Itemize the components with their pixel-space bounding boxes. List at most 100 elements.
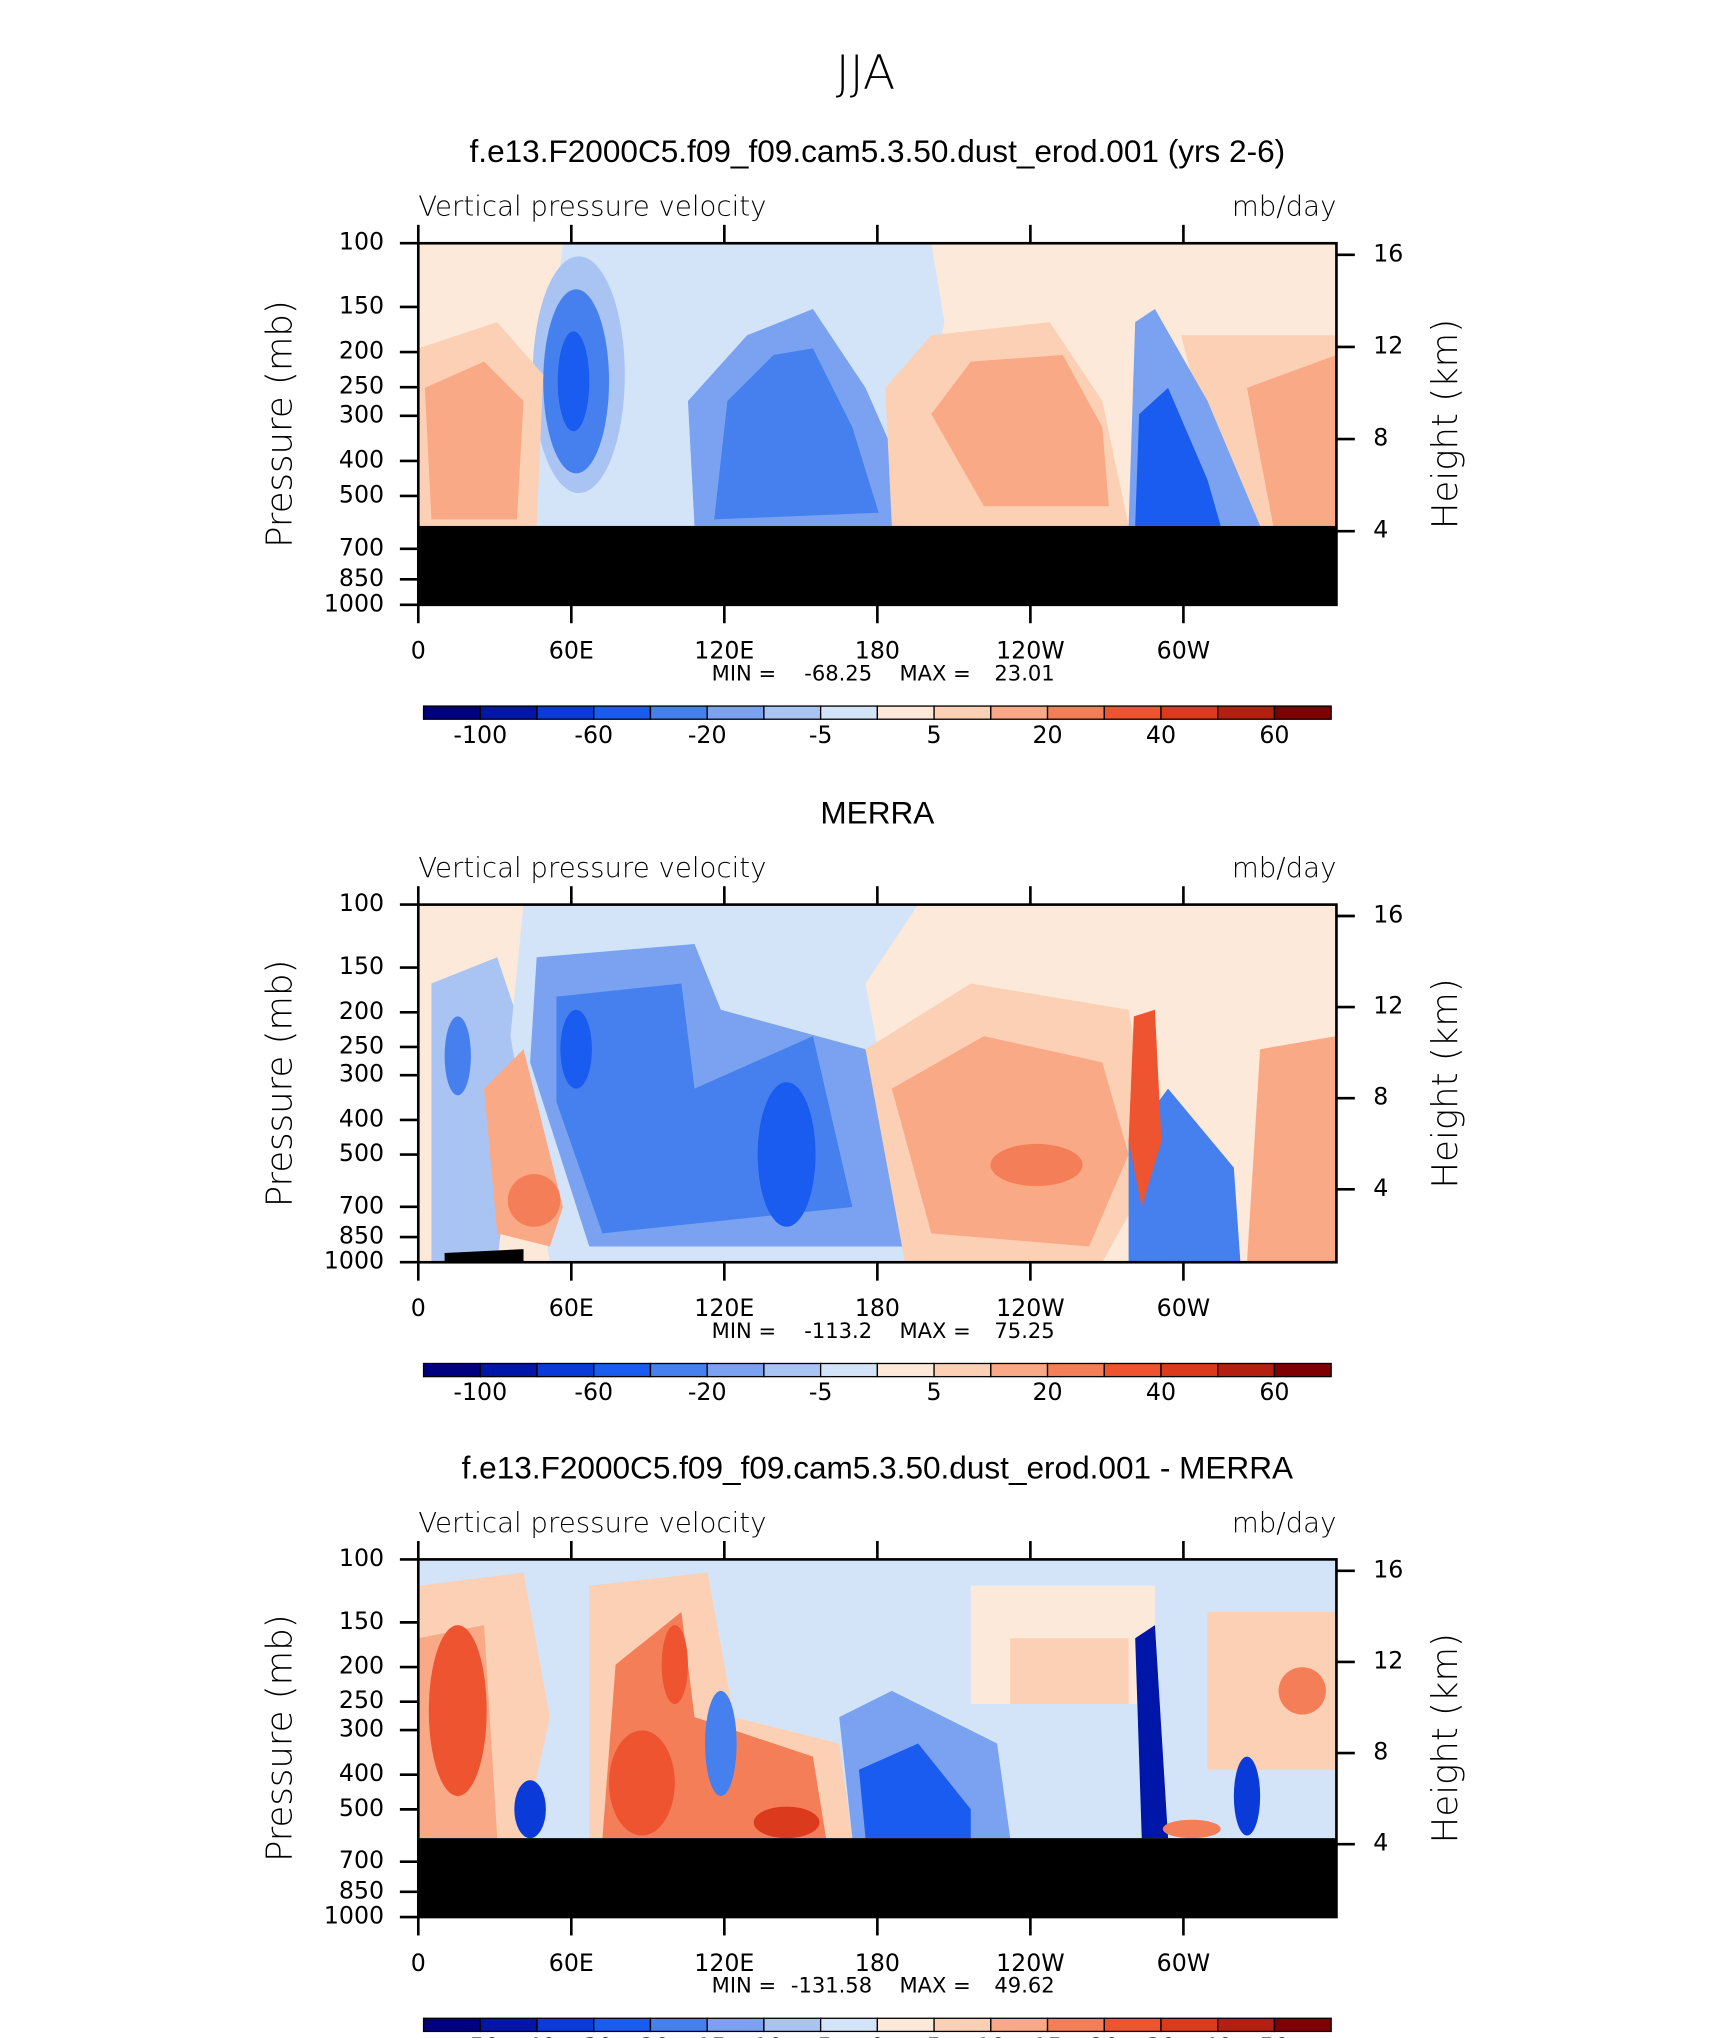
colorbar-box bbox=[649, 2017, 708, 2033]
y-tick-label: 400 bbox=[339, 1104, 384, 1132]
colorbar-box bbox=[1160, 1362, 1219, 1378]
y2-tick-label: 8 bbox=[1373, 1738, 1388, 1766]
colorbar-box bbox=[536, 2017, 595, 2033]
colorbar-box bbox=[933, 2017, 992, 2033]
y2-tick-label: 12 bbox=[1373, 331, 1403, 359]
colorbar-box bbox=[649, 705, 708, 720]
y2-tick-label: 12 bbox=[1373, 1646, 1403, 1674]
y-tick-label: 850 bbox=[339, 1876, 384, 1904]
colorbar-label: 40 bbox=[1146, 721, 1176, 749]
y-tick-label: 150 bbox=[339, 1607, 384, 1635]
colorbar-label: -5 bbox=[809, 1378, 833, 1406]
field-name: Vertical pressure velocity bbox=[418, 190, 766, 223]
y2-axis-title: Height (km) bbox=[1425, 978, 1466, 1188]
colorbar-label: 5 bbox=[927, 1378, 942, 1406]
colorbar-label: -60 bbox=[574, 1378, 613, 1406]
y-tick-label: 850 bbox=[339, 1222, 384, 1250]
colorbar-box bbox=[1217, 1362, 1276, 1378]
colorbar-box bbox=[706, 1362, 765, 1378]
y-tick-label: 1000 bbox=[324, 1902, 384, 1930]
colorbar-box bbox=[422, 705, 481, 720]
y2-tick-label: 4 bbox=[1373, 1174, 1388, 1202]
y2-tick-label: 12 bbox=[1373, 992, 1403, 1020]
contour-field bbox=[418, 904, 1337, 1263]
colorbar-label: -20 bbox=[688, 721, 727, 749]
figure-title: JJA bbox=[836, 46, 895, 101]
min-label: MIN = bbox=[712, 1318, 776, 1343]
y2-tick-label: 8 bbox=[1373, 424, 1388, 452]
y-tick-label: 700 bbox=[339, 1846, 384, 1874]
y-tick-label: 100 bbox=[339, 889, 384, 917]
y2-tick-label: 8 bbox=[1373, 1083, 1388, 1111]
y-axis-title: Pressure (mb) bbox=[259, 300, 300, 548]
y-tick-label: 200 bbox=[339, 337, 384, 365]
colorbar-box bbox=[1273, 1362, 1332, 1378]
y-tick-label: 300 bbox=[339, 1715, 384, 1743]
contour-field bbox=[418, 1559, 1337, 1918]
x-tick-label: 60E bbox=[549, 1294, 594, 1322]
colorbar-label: -100 bbox=[453, 1378, 507, 1406]
colorbar-label: 15 bbox=[1032, 2033, 1062, 2038]
y2-tick-label: 4 bbox=[1373, 1829, 1388, 1857]
y2-tick-label: 16 bbox=[1373, 1555, 1403, 1583]
field-name: Vertical pressure velocity bbox=[418, 851, 766, 884]
x-tick-label: 60W bbox=[1157, 637, 1211, 665]
colorbar-label: 20 bbox=[1032, 721, 1062, 749]
y-tick-label: 250 bbox=[339, 1686, 384, 1714]
x-tick-label: 60W bbox=[1157, 1949, 1211, 1977]
max-label: MAX = bbox=[899, 1973, 970, 1998]
x-tick-label: 0 bbox=[411, 1294, 426, 1322]
colorbar-box bbox=[933, 705, 992, 720]
x-tick-label: 180 bbox=[855, 1294, 900, 1322]
panel-title: f.e13.F2000C5.f09_f09.cam5.3.50.dust_ero… bbox=[470, 133, 1286, 169]
x-tick-label: 60E bbox=[549, 637, 594, 665]
colorbar-box bbox=[422, 1362, 481, 1378]
colorbar-label: -10 bbox=[745, 2033, 784, 2038]
y-tick-label: 150 bbox=[339, 291, 384, 319]
colorbar-box bbox=[990, 705, 1049, 720]
colorbar-label: 50 bbox=[1259, 2033, 1289, 2038]
colorbar-label: 40 bbox=[1146, 1378, 1176, 1406]
colorbar-box bbox=[819, 1362, 879, 1378]
min-value: -131.58 bbox=[791, 1973, 872, 1998]
y2-tick-label: 16 bbox=[1373, 901, 1403, 929]
x-tick-label: 60E bbox=[549, 1949, 594, 1977]
colorbar-label: 20 bbox=[1032, 1378, 1062, 1406]
colorbar-box bbox=[1103, 2017, 1162, 2033]
x-tick-label: 120W bbox=[996, 1294, 1065, 1322]
colorbar-box bbox=[763, 705, 822, 720]
y-tick-label: 250 bbox=[339, 372, 384, 400]
colorbar-box bbox=[649, 1362, 708, 1378]
colorbar-label: -5 bbox=[809, 2033, 833, 2038]
colorbar-box bbox=[1217, 2017, 1276, 2033]
x-tick-label: 120W bbox=[996, 637, 1065, 665]
colorbar-box bbox=[1046, 1362, 1105, 1378]
colorbar-box bbox=[706, 2017, 765, 2033]
max-value: 49.62 bbox=[994, 1973, 1054, 1998]
x-tick-label: 120W bbox=[996, 1949, 1065, 1977]
min-value: -113.2 bbox=[804, 1318, 872, 1343]
colorbar-label: -15 bbox=[688, 2033, 727, 2038]
y-tick-label: 200 bbox=[339, 997, 384, 1025]
colorbar-label: 20 bbox=[1089, 2033, 1119, 2038]
colorbar-box bbox=[1046, 705, 1105, 720]
y2-axis-title: Height (km) bbox=[1425, 1633, 1466, 1843]
colorbar-box bbox=[819, 2017, 879, 2033]
y-tick-label: 300 bbox=[339, 1060, 384, 1088]
field-name: Vertical pressure velocity bbox=[418, 1506, 766, 1539]
colorbar-box bbox=[876, 705, 935, 720]
colorbar-label: 60 bbox=[1259, 1378, 1289, 1406]
colorbar-box bbox=[876, 2017, 935, 2033]
y-tick-label: 1000 bbox=[324, 589, 384, 617]
colorbar-box bbox=[763, 1362, 822, 1378]
colorbar-box bbox=[593, 1362, 652, 1378]
y-tick-label: 150 bbox=[339, 952, 384, 980]
y-tick-label: 850 bbox=[339, 564, 384, 592]
colorbar-label: -20 bbox=[631, 2033, 670, 2038]
colorbar-box bbox=[1273, 705, 1332, 720]
colorbar-label: 40 bbox=[1203, 2033, 1233, 2038]
y2-axis-title: Height (km) bbox=[1425, 319, 1466, 529]
y-tick-label: 500 bbox=[339, 1139, 384, 1167]
colorbar-box bbox=[1273, 2017, 1332, 2033]
